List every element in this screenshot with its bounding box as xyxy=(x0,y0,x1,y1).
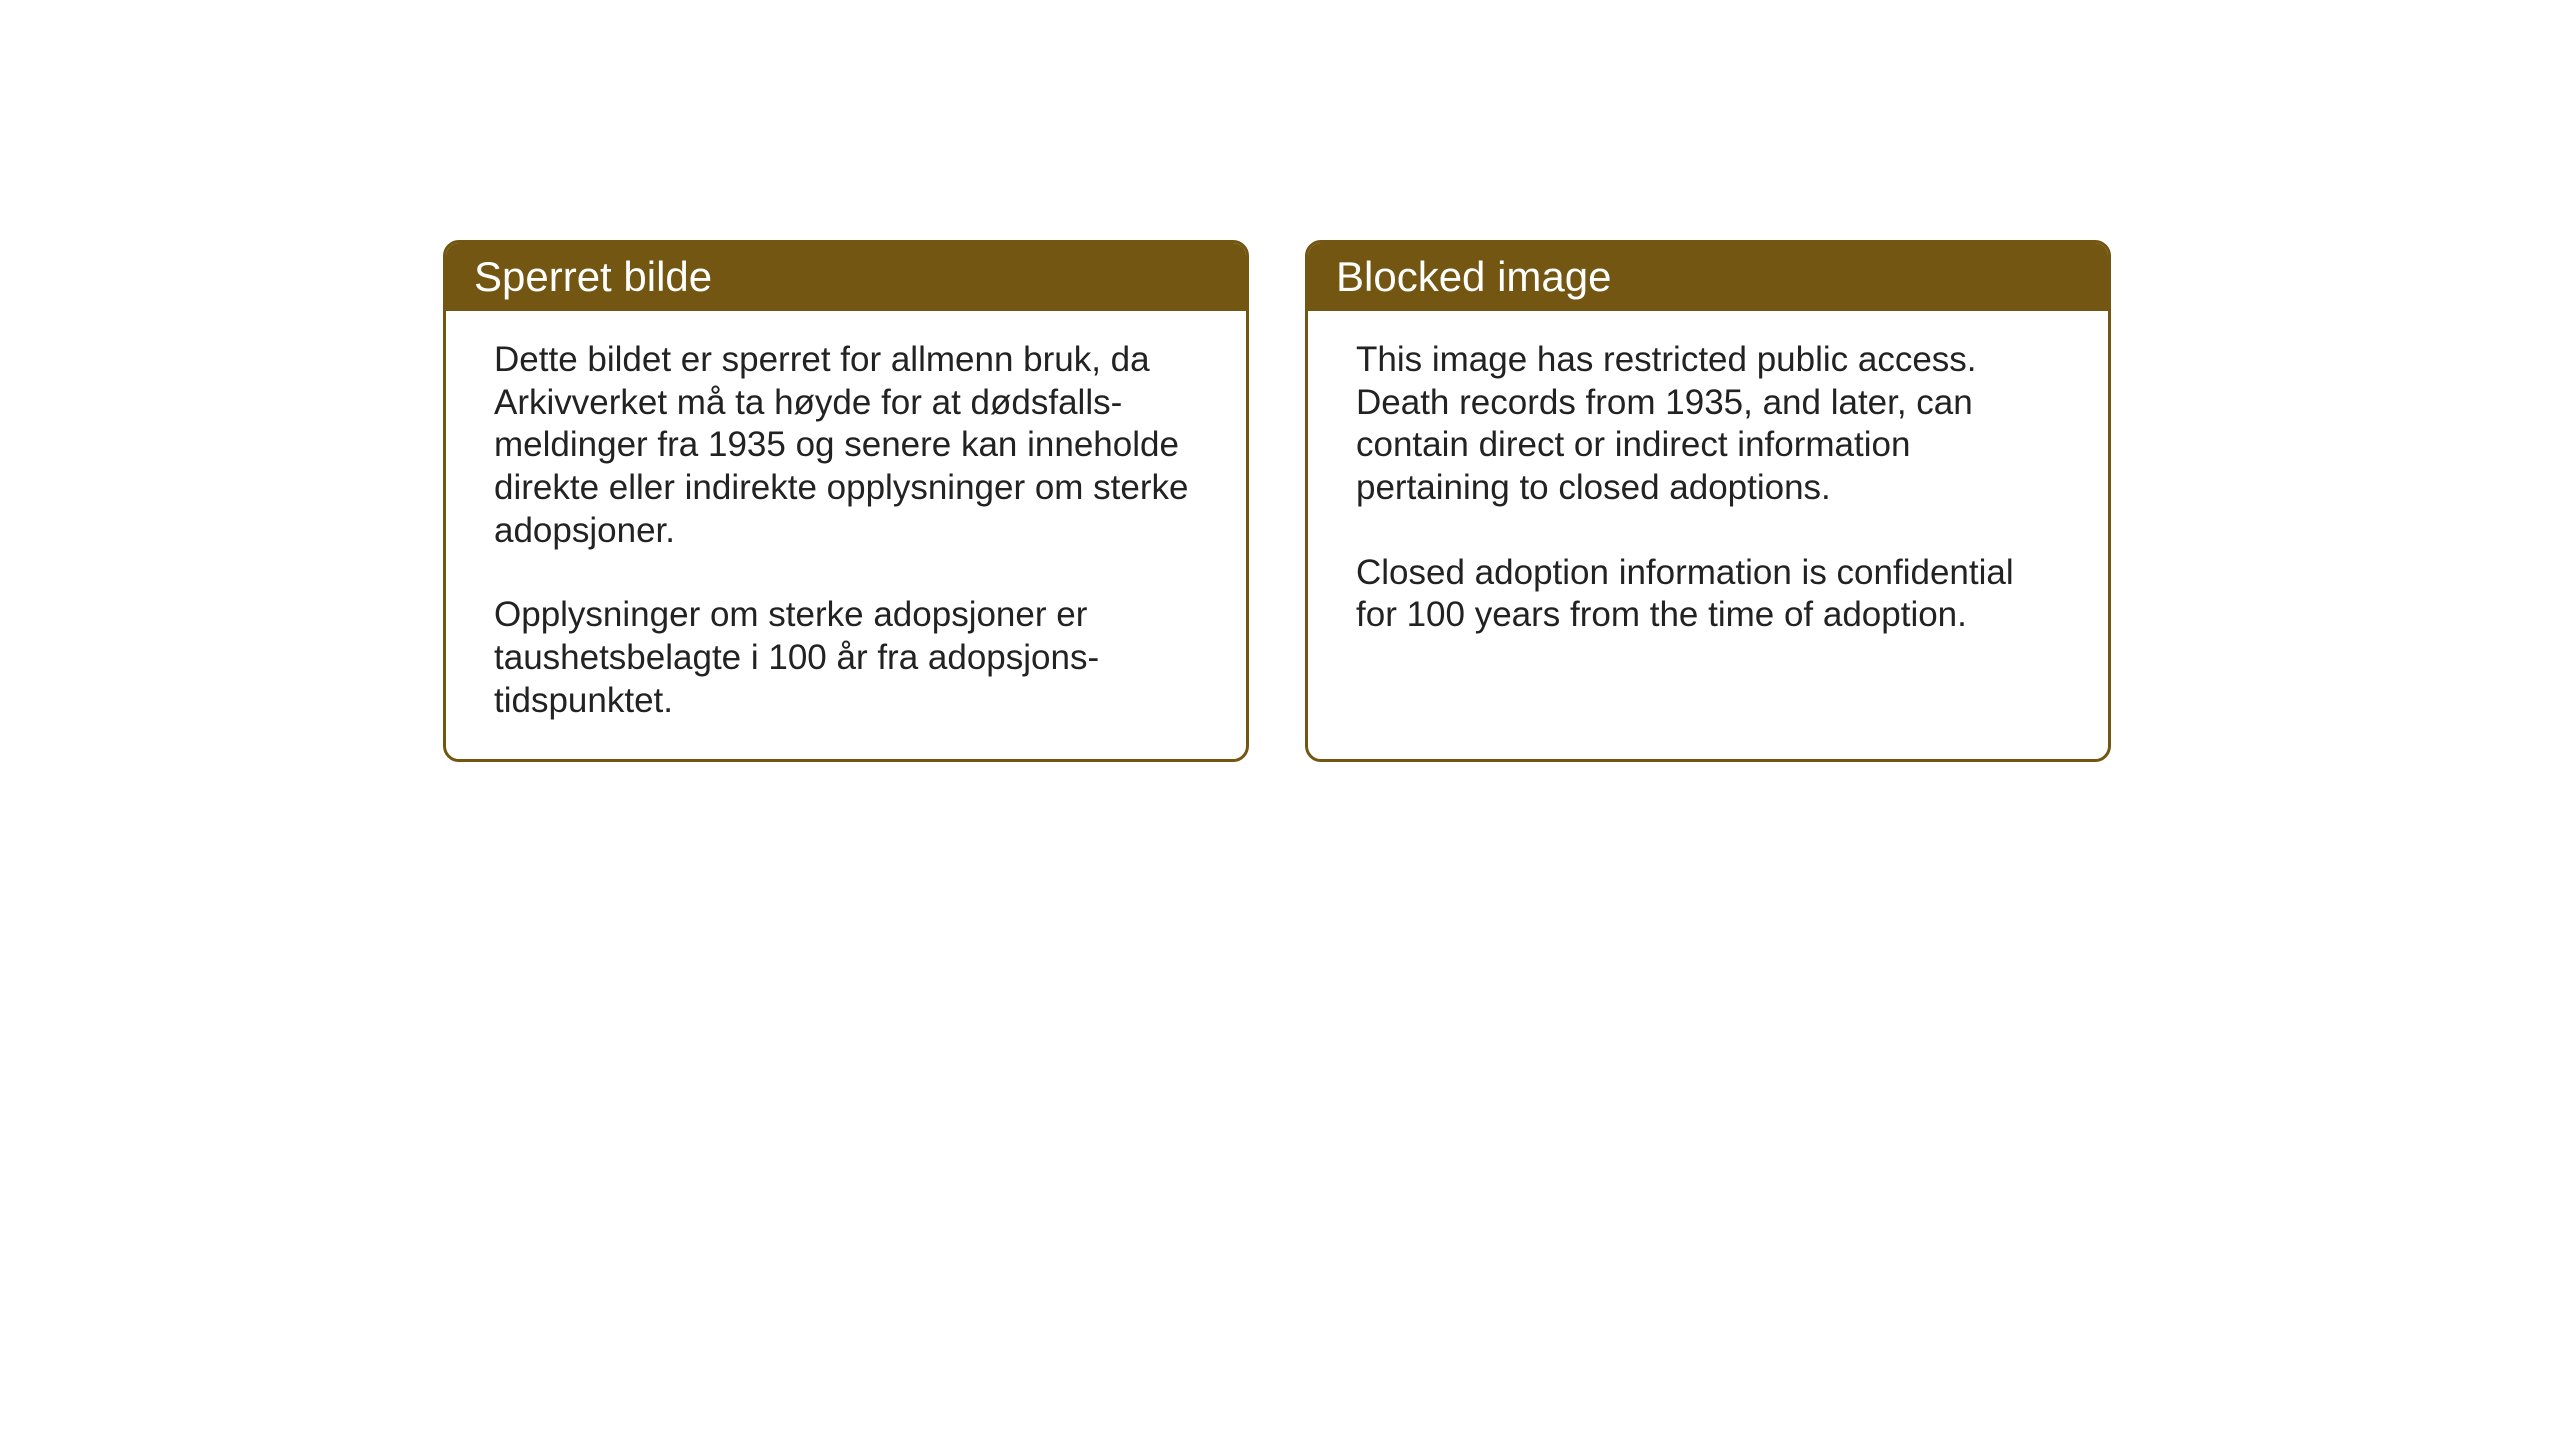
notice-container: Sperret bilde Dette bildet er sperret fo… xyxy=(443,240,2111,762)
card-paragraph: Opplysninger om sterke adopsjoner er tau… xyxy=(494,594,1198,722)
card-title: Sperret bilde xyxy=(474,253,712,300)
card-header-norwegian: Sperret bilde xyxy=(446,243,1246,311)
card-header-english: Blocked image xyxy=(1308,243,2108,311)
card-title: Blocked image xyxy=(1336,253,1611,300)
card-paragraph: Dette bildet er sperret for allmenn bruk… xyxy=(494,339,1198,552)
notice-card-norwegian: Sperret bilde Dette bildet er sperret fo… xyxy=(443,240,1249,762)
card-paragraph: Closed adoption information is confident… xyxy=(1356,552,2060,637)
card-body-norwegian: Dette bildet er sperret for allmenn bruk… xyxy=(446,311,1246,759)
card-body-english: This image has restricted public access.… xyxy=(1308,311,2108,673)
card-paragraph: This image has restricted public access.… xyxy=(1356,339,2060,510)
notice-card-english: Blocked image This image has restricted … xyxy=(1305,240,2111,762)
